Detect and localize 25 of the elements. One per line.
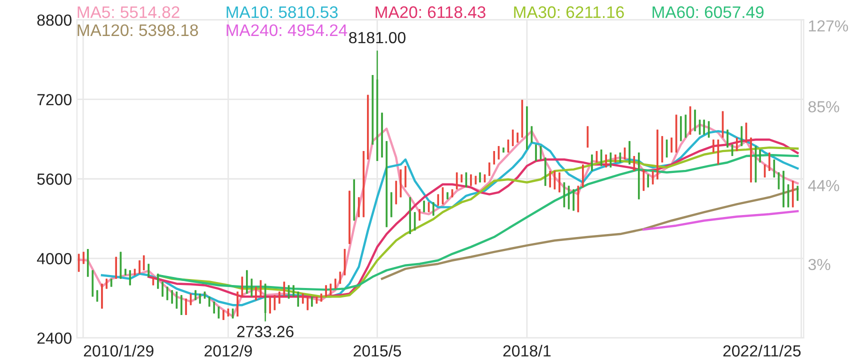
y-tick-label: 4000 <box>36 253 72 264</box>
y2-tick-label: 3% <box>808 258 830 270</box>
annotation: 8181.00 <box>349 32 406 44</box>
y2-tick-label: 85% <box>808 101 840 112</box>
line-series <box>380 188 799 280</box>
text: MA120: 5398.18 <box>78 24 198 36</box>
x-tick-label: 2012/9 <box>204 344 252 357</box>
annotation: 2733.26 <box>237 326 294 338</box>
x-tick-label: 2022/11/25 <box>723 344 801 357</box>
text: MA10: 5810.53 <box>226 6 338 18</box>
y-tick-label: 2400 <box>37 332 72 344</box>
y-tick-label: 8800 <box>37 14 72 26</box>
y2-tick-label: 127% <box>808 20 848 32</box>
y2-tick-label: 44% <box>808 180 840 192</box>
text: MA5: 5514.82 <box>78 6 180 18</box>
x-tick-label: 2010/1/29 <box>84 344 154 357</box>
y-tick-label: 5600 <box>37 174 72 185</box>
text: MA240: 4954.24 <box>226 24 348 36</box>
x-tick-label: 2015/5 <box>354 344 402 357</box>
y-tick-label: 7200 <box>37 94 72 106</box>
text: MA30: 6211.16 <box>514 6 624 18</box>
text: MA60: 6057.49 <box>652 6 764 18</box>
text: MA20: 6118.43 <box>376 6 486 18</box>
line-series <box>642 210 799 231</box>
x-tick-label: 2018/1 <box>503 344 551 357</box>
